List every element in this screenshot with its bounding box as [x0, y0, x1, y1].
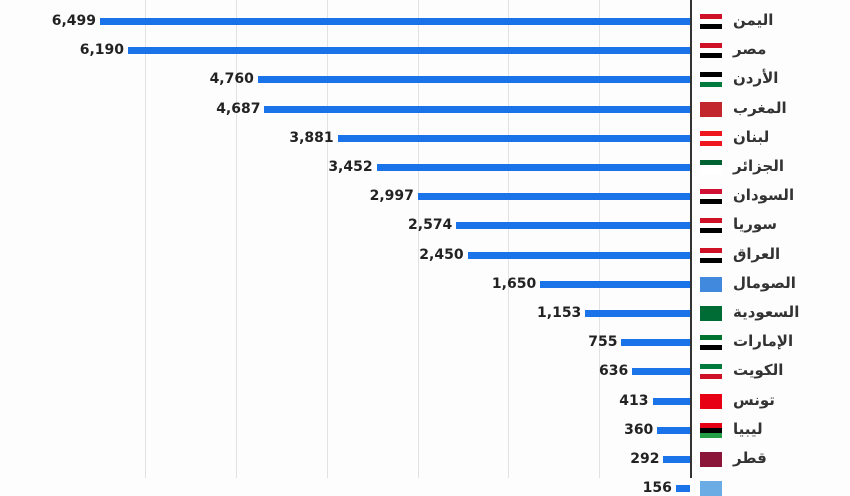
- category-label: تونس: [733, 390, 775, 409]
- flag-icon: [700, 452, 722, 467]
- data-label: 2,450: [419, 246, 464, 263]
- bar: [663, 456, 690, 463]
- category-label: اليمن: [733, 11, 774, 29]
- data-label: 6,499: [51, 13, 96, 29]
- category-label: السودان: [733, 186, 795, 205]
- category-label: سوريا: [733, 215, 778, 234]
- data-label: 292: [630, 451, 660, 467]
- category-label: العراق: [733, 244, 781, 263]
- data-label: 2,997: [369, 188, 414, 205]
- flag-icon: [700, 422, 722, 438]
- bar: [257, 76, 690, 84]
- bar: [128, 47, 690, 55]
- data-label: 755: [588, 334, 618, 351]
- data-label: 4,760: [209, 71, 254, 88]
- data-label: 4,687: [216, 100, 261, 117]
- flag-icon: [700, 160, 722, 175]
- bar: [621, 339, 690, 347]
- bar: [585, 310, 690, 317]
- data-label: 636: [599, 363, 629, 380]
- flag-icon: [700, 247, 722, 263]
- gridline: [508, 0, 510, 478]
- gridline: [417, 0, 419, 478]
- data-label: 3,452: [328, 159, 373, 175]
- gridline: [236, 0, 238, 478]
- data-label: 413: [619, 392, 649, 409]
- flag-icon: [700, 306, 722, 321]
- bar: [657, 426, 690, 434]
- data-label: 1,153: [537, 305, 582, 321]
- category-label: قطر: [733, 449, 767, 467]
- data-label: 2,574: [408, 217, 453, 234]
- flag-icon: [700, 101, 722, 117]
- bar: [467, 251, 690, 259]
- data-label: 1,650: [491, 275, 537, 292]
- flag-icon: [700, 393, 722, 409]
- gridline: [326, 0, 328, 478]
- bar: [652, 397, 690, 405]
- category-label: السعودية: [733, 303, 800, 321]
- flag-icon: [700, 218, 722, 234]
- flag-icon: [700, 481, 722, 496]
- data-label: 156: [642, 480, 672, 496]
- category-label: لبنان: [733, 127, 770, 146]
- bar: [456, 222, 690, 230]
- bar: [100, 18, 690, 25]
- flag-icon: [700, 335, 722, 351]
- flag-icon: [700, 43, 722, 59]
- flag-icon: [700, 14, 722, 29]
- data-label: 360: [624, 421, 654, 438]
- flag-icon: [700, 276, 722, 292]
- category-label: الأردن: [733, 69, 779, 88]
- category-label: الصومال: [733, 273, 796, 292]
- flag-icon: [700, 364, 722, 380]
- category-label: المغرب: [733, 98, 787, 117]
- flag-icon: [700, 189, 722, 205]
- bar: [376, 164, 690, 171]
- category-label: الجزائر: [733, 157, 785, 175]
- bar-chart: 6,499 اليمن 6,190 مصر 4,760 الأردن 4,687 المغرب…: [51, 0, 800, 496]
- flag-icon: [700, 130, 722, 146]
- data-label: 6,190: [79, 42, 125, 59]
- gridline: [145, 0, 147, 478]
- bar: [417, 193, 690, 201]
- category-label: مصر: [733, 40, 767, 59]
- category-label: ليبيا: [733, 419, 763, 438]
- bar: [337, 134, 690, 142]
- data-label: 3,881: [289, 129, 334, 146]
- category-label: الكويت: [733, 361, 784, 380]
- category-label: الإمارات: [733, 332, 794, 351]
- bar: [264, 105, 690, 113]
- y-axis-line: [690, 0, 692, 478]
- flag-icon: [700, 72, 722, 88]
- gridline: [599, 0, 601, 478]
- bar: [540, 280, 690, 288]
- bar: [675, 485, 690, 493]
- bar: [632, 368, 690, 376]
